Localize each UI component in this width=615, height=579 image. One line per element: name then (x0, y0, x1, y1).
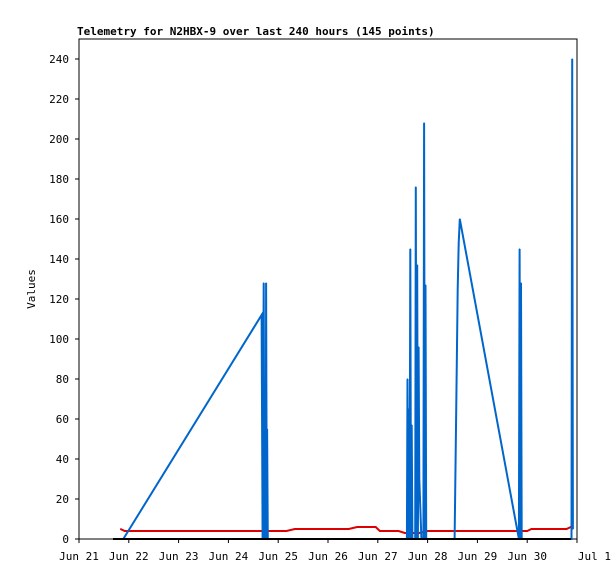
data-point (530, 528, 533, 530)
y-axis-label: Values (25, 269, 38, 309)
data-point (458, 242, 460, 244)
y-tick-label: 120 (49, 293, 69, 306)
y-tick-label: 60 (56, 413, 69, 426)
data-point (427, 530, 429, 532)
data-point (379, 530, 381, 532)
data-point (263, 282, 265, 284)
y-tick-label: 220 (49, 93, 69, 106)
y-tick-label: 240 (49, 53, 69, 66)
data-point (404, 532, 406, 534)
axis-ticks: 0 20 40 60 80 100 120 140 160 180 200 220 240 Jun 21 J… (49, 53, 611, 563)
data-point (519, 248, 521, 250)
x-tick-label: Jun 24 (209, 550, 249, 563)
data-point (571, 58, 573, 60)
y-tick-label: 140 (49, 253, 69, 266)
y-tick-label: 80 (56, 373, 69, 386)
data-point (406, 378, 409, 380)
x-tick-label: Jun 25 (258, 550, 298, 563)
data-point (408, 408, 410, 410)
x-tick-label: Jun 27 (358, 550, 398, 563)
data-point (124, 530, 126, 532)
data-point (423, 122, 425, 124)
data-point (455, 458, 457, 460)
data-point (418, 478, 420, 480)
data-point (424, 284, 427, 286)
y-tick-label: 200 (49, 133, 69, 146)
x-tick-label: Jun 21 (59, 550, 99, 563)
data-point (411, 424, 413, 426)
x-tick-label: Jun 22 (109, 550, 149, 563)
data-point (348, 528, 350, 530)
x-tick-label: Jun 23 (159, 550, 199, 563)
data-point (398, 530, 400, 532)
x-tick-label: Jun 29 (458, 550, 498, 563)
data-point (418, 346, 420, 348)
data-point (566, 528, 568, 530)
series-line (120, 526, 573, 534)
y-tick-label: 180 (49, 173, 69, 186)
y-tick-label: 0 (62, 533, 69, 546)
data-point (459, 218, 461, 220)
data-point (119, 528, 122, 530)
data-point (572, 528, 574, 530)
x-tick-label: Jun 26 (308, 550, 348, 563)
x-tick-label: Jun 30 (507, 550, 547, 563)
data-point (456, 378, 458, 380)
data-point (409, 248, 411, 250)
chart-title: Telemetry for N2HBX-9 over last 240 hour… (77, 25, 435, 38)
data-point (294, 528, 296, 530)
data-point (415, 186, 417, 188)
data-point (264, 474, 266, 476)
data-point (375, 526, 377, 528)
data-point (570, 538, 573, 540)
data-point (252, 530, 254, 532)
data-point (520, 282, 522, 284)
data-point (526, 530, 528, 532)
y-tick-label: 40 (56, 453, 69, 466)
data-series (113, 58, 574, 540)
data-point (266, 428, 268, 430)
data-point (285, 530, 288, 532)
series-line (122, 58, 574, 540)
y-tick-label: 160 (49, 213, 69, 226)
data-point (457, 288, 459, 290)
x-tick-label: Jun 28 (408, 550, 448, 563)
data-point (418, 532, 420, 534)
data-point (261, 314, 263, 316)
plot-frame (78, 38, 578, 540)
y-tick-label: 20 (56, 493, 69, 506)
data-point (356, 526, 358, 528)
x-tick-label: Jul 1 (578, 550, 611, 563)
data-point (265, 282, 267, 284)
y-tick-label: 100 (49, 333, 69, 346)
data-point (416, 264, 418, 266)
